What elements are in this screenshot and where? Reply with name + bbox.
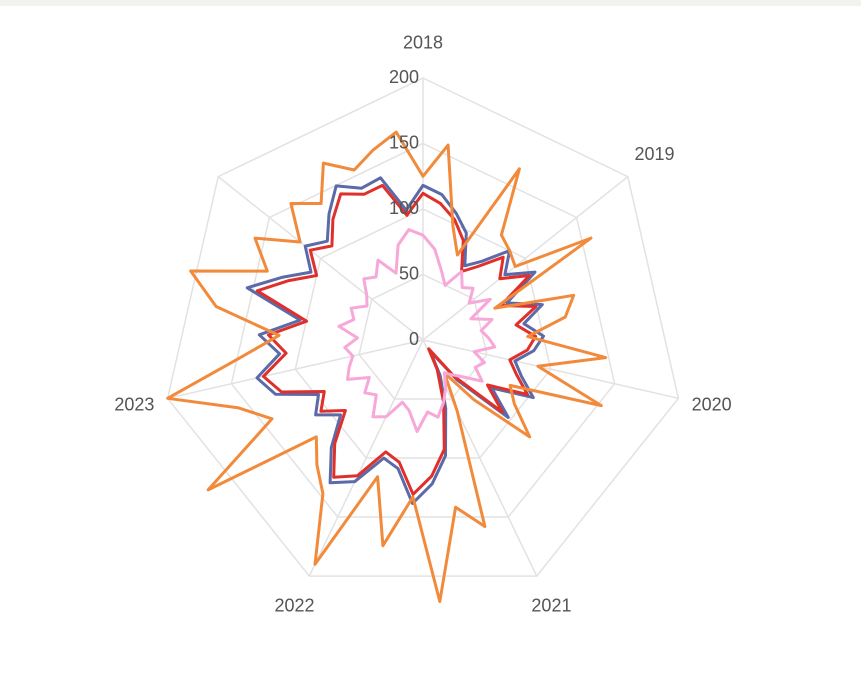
r-tick-label: 150 [389,132,419,152]
series-line [245,176,545,505]
category-label: 2018 [403,33,443,53]
r-tick-label: 0 [409,329,419,349]
spoke [167,339,424,400]
top-bar [0,0,861,6]
grid-ring [166,77,680,577]
spoke [308,339,424,577]
r-tick-label: 100 [389,198,419,218]
category-label: 2020 [692,395,732,415]
category-label: 2019 [634,144,674,164]
series-line [255,183,538,496]
category-label: 2021 [531,595,571,615]
spoke [217,176,424,341]
category-label: 2022 [275,595,315,615]
r-tick-label: 50 [399,263,419,283]
series-line [337,228,497,433]
spoke [422,339,679,400]
category-label: 2023 [114,395,154,415]
grid-ring [358,273,488,400]
spoke [422,176,629,341]
series-line [166,130,608,603]
r-tick-label: 200 [389,67,419,87]
